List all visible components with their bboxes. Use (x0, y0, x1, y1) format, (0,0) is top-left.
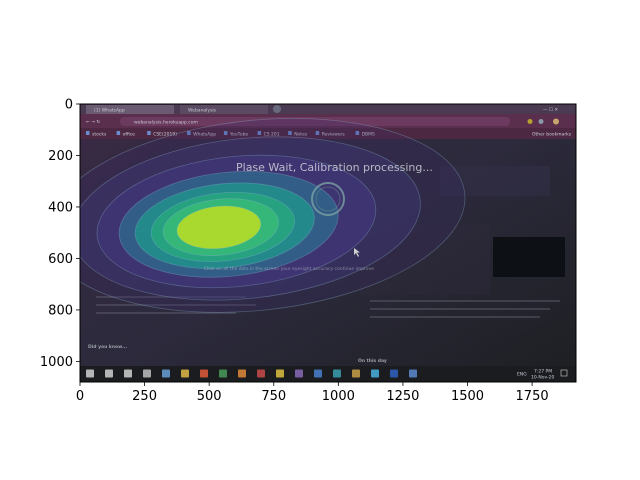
y-tick-label: 800 (48, 303, 73, 318)
taskbar-app-icon[interactable] (200, 369, 208, 378)
bookmark-folder-icon (257, 131, 262, 135)
notification-icon[interactable] (560, 369, 568, 377)
bookmark-item[interactable]: DBMS (362, 132, 375, 138)
profile-icon[interactable] (553, 118, 559, 125)
bookmark-item[interactable]: office (123, 132, 136, 138)
extension-icon[interactable] (527, 119, 533, 124)
bookmark-item[interactable]: Reviewers (322, 132, 346, 138)
x-tick-label: 1000 (322, 389, 355, 404)
calibration-hint: Click on all the dots in the screen your… (204, 266, 374, 272)
y-tick-label: 600 (48, 252, 73, 267)
taskbar-app-icon[interactable] (352, 369, 360, 378)
y-tick-label: 1000 (40, 355, 73, 370)
page-text-line (370, 300, 560, 302)
bookmark-folder-icon (288, 131, 292, 135)
taskbar-app-icon[interactable] (390, 369, 398, 378)
x-tick-label: 1750 (516, 389, 549, 404)
taskbar-app-icon[interactable] (143, 369, 151, 378)
calibration-message: Plase Wait, Calibration processing... (236, 161, 433, 174)
address-text: webanalysis.herokuapp.com (134, 120, 198, 126)
browser-tab[interactable] (86, 105, 174, 114)
page-text-line (96, 312, 236, 314)
taskbar-app-icon[interactable] (86, 369, 94, 378)
bookmark-folder-icon (147, 131, 151, 135)
taskbar-app-icon[interactable] (219, 369, 227, 378)
other-bookmarks[interactable]: Other bookmarks (532, 132, 572, 138)
page-text-line (370, 308, 550, 310)
window-controls-icon[interactable]: — ☐ ✕ (543, 107, 558, 113)
x-tick-label: 0 (76, 389, 84, 404)
y-axis: 0 200 400 600 800 1000 (40, 98, 80, 370)
taskbar-app-icon[interactable] (257, 369, 265, 378)
bookmark-item[interactable]: stocks (92, 132, 107, 138)
taskbar (80, 366, 576, 382)
taskbar-app-icon[interactable] (371, 369, 379, 378)
x-tick-label: 750 (261, 389, 286, 404)
x-tick-label: 500 (197, 389, 222, 404)
bookmark-folder-icon (355, 131, 360, 135)
taskbar-time: 7:27 PM (534, 369, 552, 375)
axes-frame (79, 103, 577, 383)
bookmark-item[interactable]: Notes (294, 132, 308, 138)
bookmark-item[interactable]: CS 201 (264, 132, 280, 138)
new-tab-icon[interactable] (273, 105, 281, 113)
taskbar-app-icon[interactable] (409, 369, 417, 378)
x-tick-label: 1500 (451, 389, 484, 404)
page-text-line (96, 296, 246, 298)
y-tick-label: 200 (48, 149, 73, 164)
taskbar-app-icon[interactable] (333, 369, 341, 378)
bookmarks-bar (80, 128, 576, 139)
bookmark-folder-icon (86, 131, 90, 135)
heat-contours (80, 118, 466, 313)
taskbar-app-icon[interactable] (162, 369, 170, 378)
taskbar-app-icon[interactable] (314, 369, 322, 378)
mouse-cursor-icon (354, 248, 360, 257)
page-panel (360, 225, 490, 295)
bookmark-folder-icon (187, 131, 191, 135)
x-tick-label: 250 (132, 389, 157, 404)
browser-tab-label: Webanalysis (188, 108, 217, 114)
browser-tab[interactable] (180, 105, 268, 114)
address-bar[interactable] (120, 117, 510, 126)
bookmark-folder-icon (116, 131, 121, 135)
x-tick-label: 1250 (386, 389, 419, 404)
page-image (493, 237, 565, 277)
taskbar-app-icon[interactable] (238, 369, 246, 378)
bookmark-folder-icon (223, 131, 228, 135)
bookmark-folder-icon (315, 131, 320, 135)
taskbar-app-icon[interactable] (181, 369, 189, 378)
taskbar-app-icon[interactable] (124, 369, 132, 378)
browser-tab-label: (1) WhatsApp (94, 108, 125, 114)
bookmark-item[interactable]: CSE(2019) (153, 132, 177, 138)
taskbar-date: 10-Nov-20 (531, 375, 554, 381)
plot-area: (1) WhatsApp Webanalysis — ☐ ✕ ← → ↻ web… (80, 104, 576, 382)
page-text-line (370, 316, 540, 318)
bookmark-item[interactable]: WhatsApp (193, 132, 216, 138)
y-tick-label: 400 (48, 200, 73, 215)
calibration-target-inner (315, 186, 341, 212)
taskbar-lang: ENG (517, 372, 527, 378)
bookmark-item[interactable]: YouTube (229, 132, 249, 138)
extension-icon[interactable] (538, 119, 544, 124)
bookmarks-list: stocks office CSE(2019) WhatsApp YouTube CS 2… (86, 131, 375, 138)
calibration-target-icon[interactable] (311, 182, 345, 216)
nav-buttons-icon[interactable]: ← → ↻ (86, 120, 100, 125)
page-text-line (96, 304, 256, 306)
y-tick-label: 0 (65, 98, 73, 113)
on-this-day-heading: On this day (358, 358, 387, 364)
did-you-know-heading: Did you know... (88, 344, 127, 350)
page-panel (440, 166, 550, 196)
browser-tab-bar (80, 104, 576, 114)
taskbar-icons (86, 369, 417, 378)
taskbar-app-icon[interactable] (105, 369, 113, 378)
x-axis: 0 250 500 750 1000 1250 1500 1750 (76, 382, 549, 404)
taskbar-app-icon[interactable] (295, 369, 303, 378)
taskbar-app-icon[interactable] (276, 369, 284, 378)
heat-contour-level (176, 205, 262, 250)
